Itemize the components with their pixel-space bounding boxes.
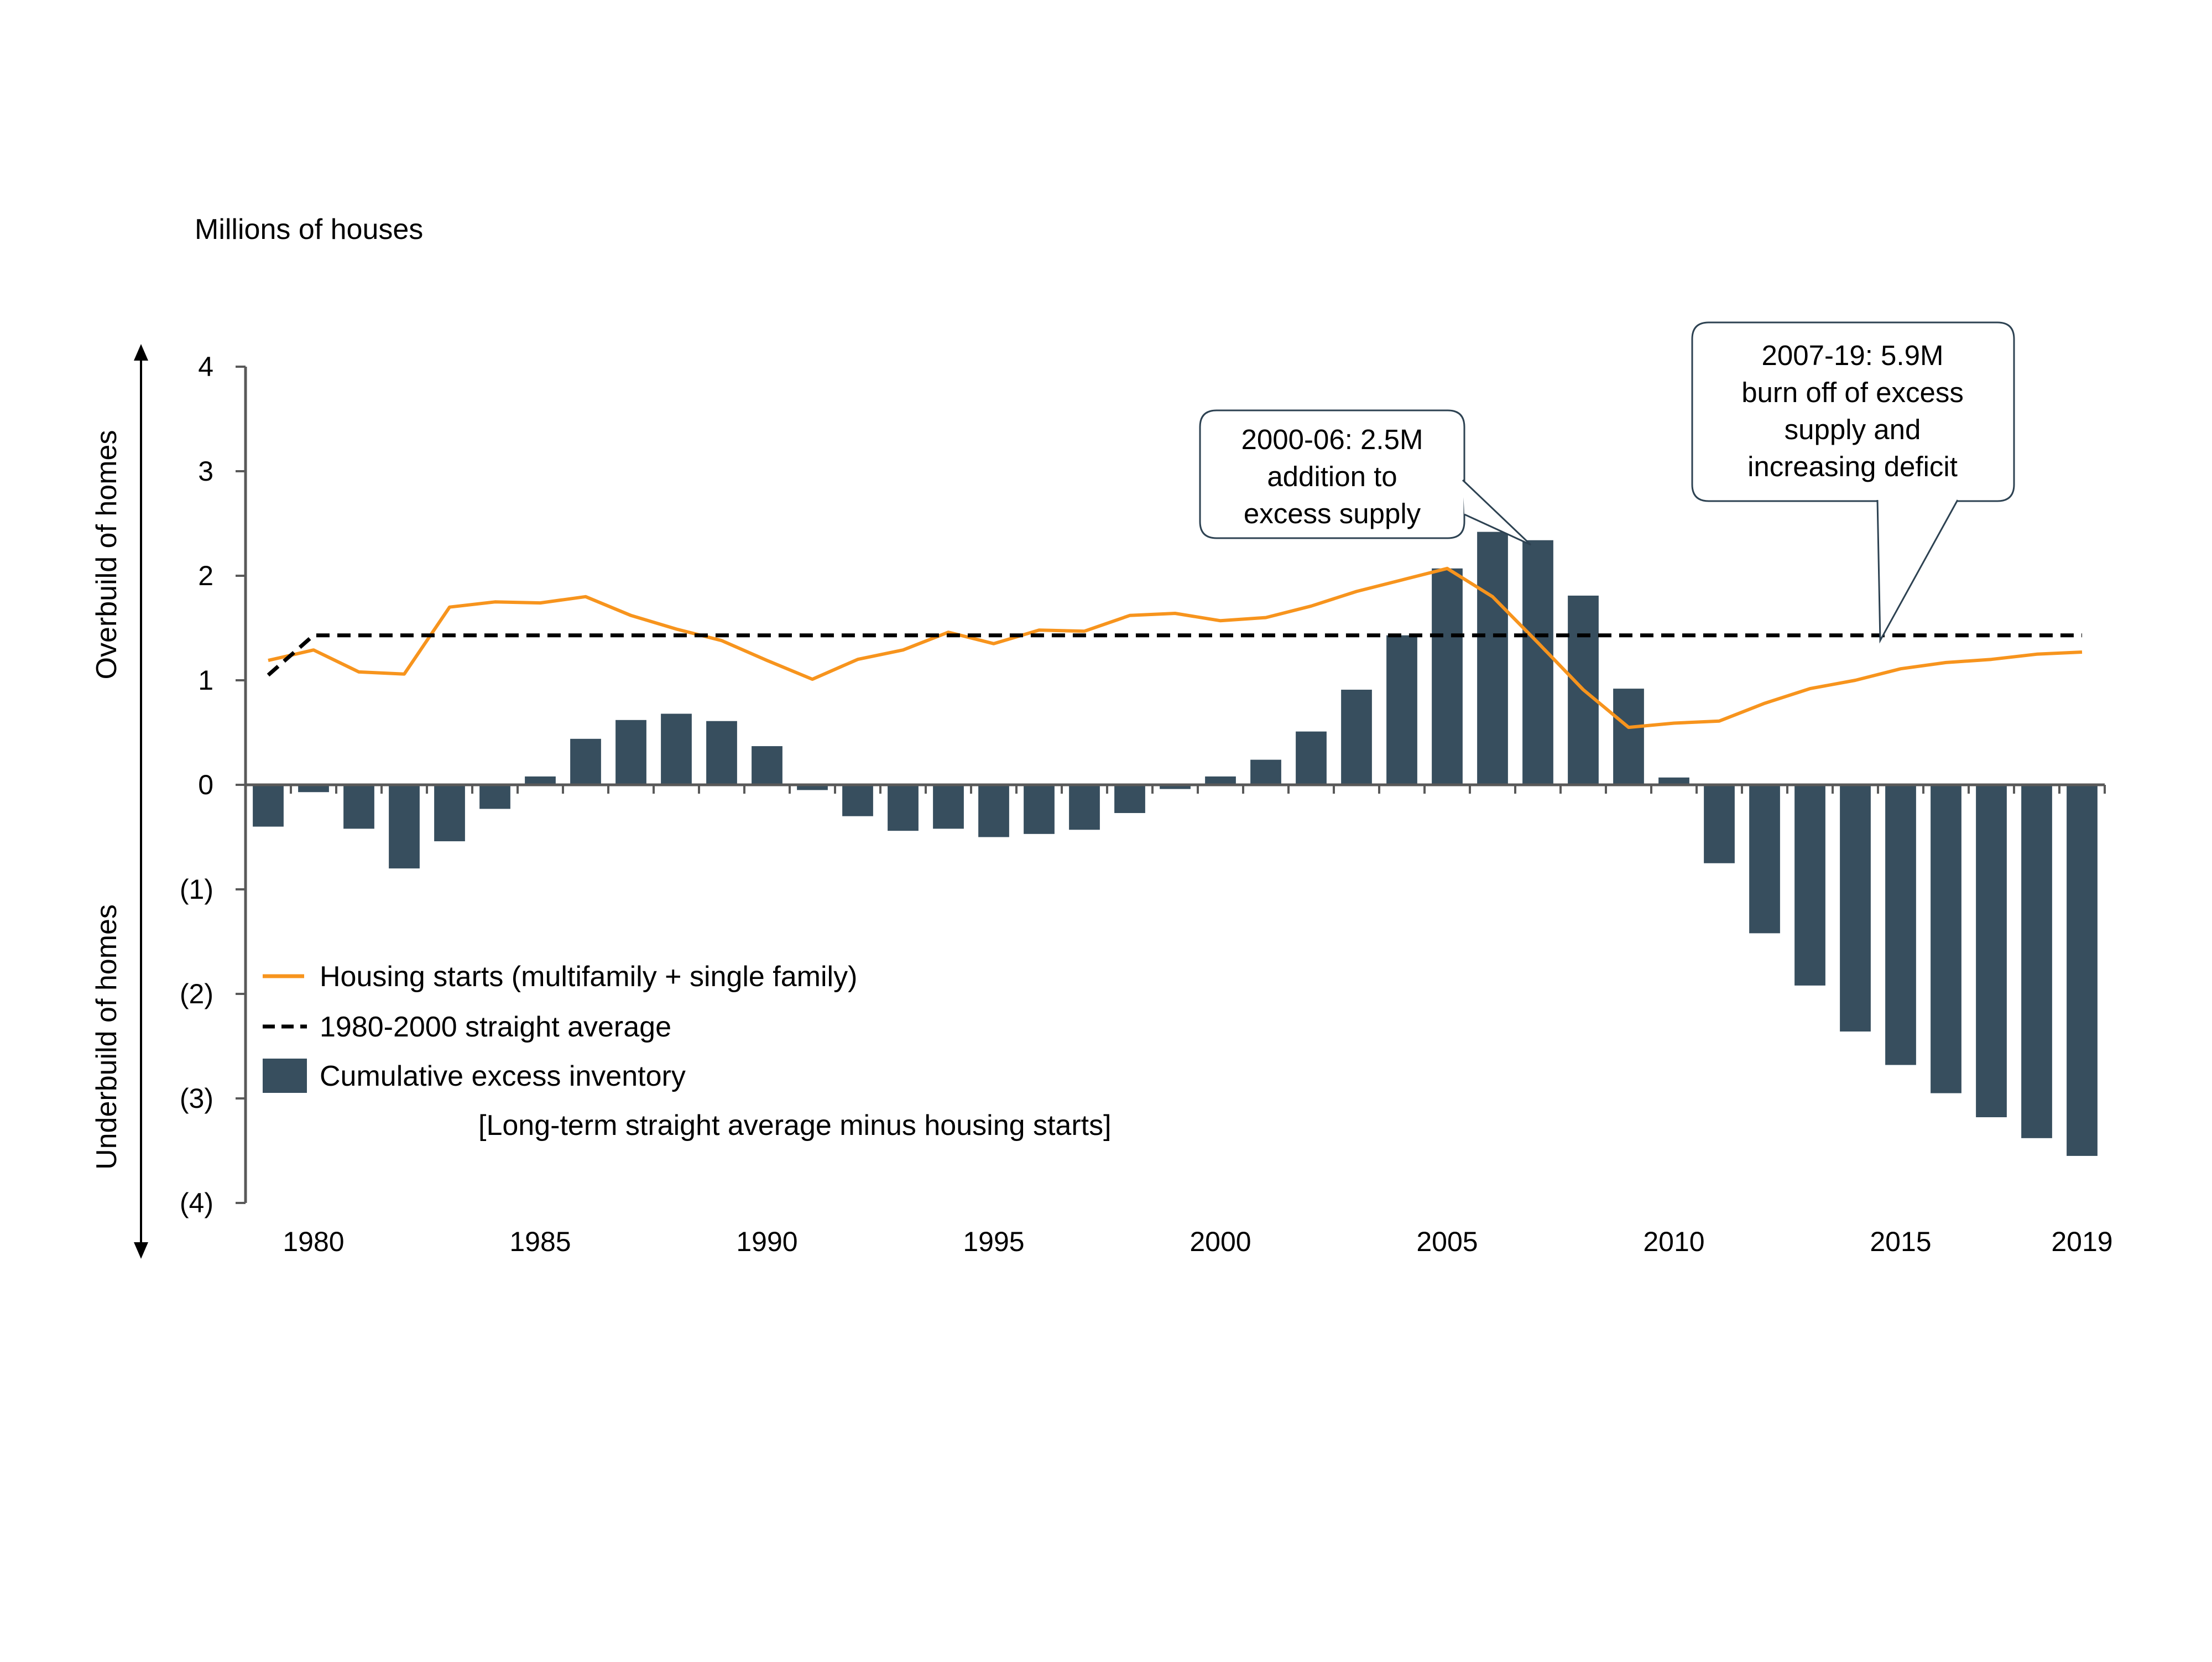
y-tick-label: 1 xyxy=(198,665,213,696)
callout-pointer-2000-06 xyxy=(1462,479,1532,546)
callout-2007-19-line1: 2007-19: 5.9M xyxy=(1762,340,1944,371)
x-axis-ticks: 1980 1985 1990 1995 2000 2005 2010 2015 2019 xyxy=(283,1226,2112,1257)
callout-2000-06-line1: 2000-06: 2.5M xyxy=(1241,424,1423,455)
bar-2013 xyxy=(1794,785,1825,986)
line-housing-starts xyxy=(268,566,2083,730)
callout-pointer-2007-19 xyxy=(1876,499,1959,644)
callout-2000-06-line3: excess supply xyxy=(1244,498,1421,529)
x-tick-label: 1980 xyxy=(283,1226,344,1257)
bar-2009 xyxy=(1613,689,1644,785)
y-tick-label: (1) xyxy=(180,874,213,905)
callout-2007-19-line4: increasing deficit xyxy=(1747,451,1958,482)
bar-2019 xyxy=(2067,785,2098,1156)
bar-2018 xyxy=(2021,785,2052,1138)
bar-1998 xyxy=(1114,785,1145,814)
x-tick-label: 1995 xyxy=(963,1226,1024,1257)
legend: Housing starts (multifamily + single fam… xyxy=(263,961,1112,1142)
legend-note: [Long-term straight average minus housin… xyxy=(478,1109,1112,1142)
bar-2015 xyxy=(1885,785,1916,1065)
bar-1997 xyxy=(1069,785,1100,830)
bar-1982 xyxy=(389,785,420,869)
y-tick-label: 2 xyxy=(198,560,213,591)
bar-1999 xyxy=(1160,785,1191,789)
line-straight-average xyxy=(267,633,2082,677)
bar-2000 xyxy=(1205,776,1236,785)
bar-2001 xyxy=(1250,759,1281,785)
bar-series xyxy=(253,532,2098,1156)
legend-label-housing-starts: Housing starts (multifamily + single fam… xyxy=(320,961,857,993)
unit-label: Millions of houses xyxy=(195,213,423,246)
bar-1981 xyxy=(343,785,374,829)
x-tick-label: 1985 xyxy=(509,1226,571,1257)
bar-1992 xyxy=(842,785,873,816)
bar-1979 xyxy=(253,785,284,827)
axes xyxy=(236,366,2106,1204)
bar-1989 xyxy=(706,721,737,785)
bar-1987 xyxy=(615,720,646,785)
y-tick-label: 0 xyxy=(198,769,213,800)
callout-box-2000-06 xyxy=(1199,409,1465,539)
bar-2004 xyxy=(1386,635,1417,785)
bar-2017 xyxy=(1976,785,2007,1118)
bar-1996 xyxy=(1024,785,1055,834)
bar-1990 xyxy=(752,746,782,785)
bar-1983 xyxy=(434,785,465,842)
line-series xyxy=(267,566,2083,730)
bar-2006 xyxy=(1477,532,1508,785)
bar-2003 xyxy=(1341,690,1372,785)
x-tick-label: 1990 xyxy=(736,1226,797,1257)
bar-1985 xyxy=(525,776,556,785)
x-tick-label: 2000 xyxy=(1190,1226,1251,1257)
callout-box-2007-19 xyxy=(1691,321,2015,502)
bar-1984 xyxy=(479,785,510,809)
bar-1980 xyxy=(298,785,329,793)
bar-2002 xyxy=(1296,731,1327,785)
y-tick-label: 4 xyxy=(198,351,213,382)
callout-2007-19: 2007-19: 5.9M burn off of excess supply … xyxy=(1691,321,2015,644)
bar-1994 xyxy=(933,785,964,829)
bar-1993 xyxy=(888,785,919,831)
bar-1986 xyxy=(570,738,601,785)
underbuild-label: Underbuild of homes xyxy=(91,904,123,1170)
bar-2007 xyxy=(1522,540,1553,785)
bar-2014 xyxy=(1840,785,1871,1032)
x-tick-label: 2015 xyxy=(1870,1226,1931,1257)
callout-2000-06-line2: addition to xyxy=(1267,461,1397,492)
y-tick-label: (2) xyxy=(180,978,213,1009)
bar-2011 xyxy=(1704,785,1735,863)
side-arrow xyxy=(134,344,148,1259)
bar-1995 xyxy=(978,785,1009,837)
callout-2000-06: 2000-06: 2.5M addition to excess supply xyxy=(1199,409,1532,546)
bar-2012 xyxy=(1749,785,1780,934)
bar-2005 xyxy=(1432,568,1463,785)
bar-1988 xyxy=(661,713,692,785)
bar-2016 xyxy=(1931,785,1961,1093)
y-axis-ticks: 4 3 2 1 0 (1) (2) (3) (4) xyxy=(180,351,213,1218)
y-tick-label: (4) xyxy=(180,1187,213,1218)
legend-label-excess-inventory: Cumulative excess inventory xyxy=(320,1060,686,1092)
bar-1991 xyxy=(797,785,828,790)
bar-2010 xyxy=(1658,777,1689,785)
x-tick-label: 2019 xyxy=(2051,1226,2112,1257)
x-tick-label: 2005 xyxy=(1416,1226,1478,1257)
overbuild-label: Overbuild of homes xyxy=(91,430,123,680)
y-tick-label: (3) xyxy=(180,1083,213,1114)
y-tick-label: 3 xyxy=(198,456,213,487)
legend-swatch-excess-inventory xyxy=(263,1059,307,1093)
callout-2007-19-line2: burn off of excess xyxy=(1741,377,1964,408)
callout-2007-19-line3: supply and xyxy=(1785,414,1921,445)
legend-label-straight-average: 1980-2000 straight average xyxy=(320,1011,671,1043)
x-tick-label: 2010 xyxy=(1643,1226,1704,1257)
